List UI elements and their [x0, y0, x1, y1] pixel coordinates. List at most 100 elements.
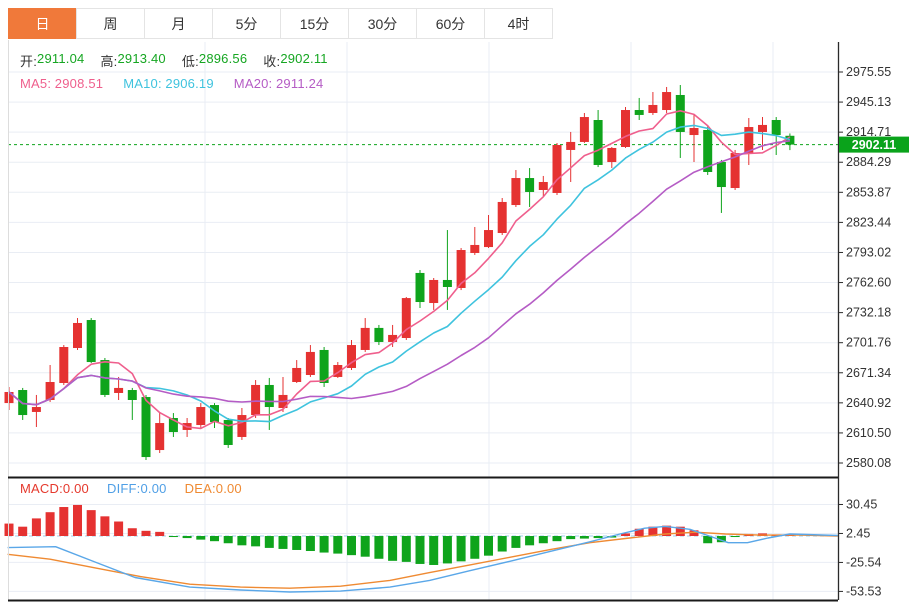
- candle-body: [703, 129, 713, 173]
- macd-bar: [552, 536, 562, 542]
- high-label: 高:: [100, 54, 118, 69]
- macd-value: 0.00: [62, 481, 89, 496]
- tab-timeframe-2[interactable]: 月: [144, 8, 213, 39]
- candle-body: [552, 145, 562, 193]
- candle-body: [621, 110, 630, 147]
- dea-line: [7, 531, 838, 589]
- macd-bar: [648, 526, 658, 536]
- macd-bar: [155, 531, 165, 536]
- candle-body: [374, 327, 384, 342]
- macd-bar: [182, 536, 192, 539]
- macd-bar: [662, 525, 672, 536]
- candle-body: [758, 124, 767, 132]
- candle-body: [127, 390, 137, 401]
- y-axis-label: 2793.02: [846, 245, 891, 259]
- tab-timeframe-7[interactable]: 4时: [484, 8, 553, 39]
- macd-bar: [45, 512, 55, 536]
- macd-bar: [415, 536, 425, 564]
- macd-axis-label: 2.45: [846, 526, 870, 540]
- macd-bar: [484, 536, 493, 556]
- tab-timeframe-4[interactable]: 15分: [280, 8, 349, 39]
- candle-body: [456, 250, 466, 288]
- candle-body: [566, 141, 576, 150]
- macd-bar: [566, 536, 576, 540]
- tab-timeframe-3[interactable]: 5分: [212, 8, 281, 39]
- ma20-label: MA20:: [233, 76, 273, 91]
- macd-bar: [223, 536, 233, 544]
- macd-bar: [525, 536, 535, 546]
- macd-bar: [73, 504, 82, 536]
- tab-timeframe-6[interactable]: 60分: [416, 8, 485, 39]
- macd-bar: [333, 536, 343, 554]
- tab-timeframe-1[interactable]: 周: [76, 8, 145, 39]
- candle-body: [251, 384, 261, 416]
- macd-bar: [59, 507, 69, 536]
- macd-bar: [374, 536, 384, 559]
- candle-body: [264, 384, 274, 408]
- y-axis-label: 2732.18: [846, 306, 891, 320]
- macd-label: MACD:: [20, 481, 63, 496]
- low-value: 2896.56: [198, 51, 248, 66]
- macd-bar: [497, 536, 507, 552]
- macd-bar: [251, 536, 261, 547]
- candle-body: [771, 120, 781, 136]
- tab-timeframe-0[interactable]: 日: [8, 8, 77, 39]
- candle-body: [168, 417, 178, 433]
- candle-body: [388, 334, 398, 342]
- macd-bar: [634, 528, 644, 536]
- high-value: 2913.40: [117, 51, 166, 66]
- y-axis-label: 2762.60: [846, 276, 891, 290]
- ma10-label: MA10:: [123, 76, 162, 91]
- candle-body: [401, 298, 411, 339]
- last-price-badge: [839, 136, 909, 153]
- macd-bar: [127, 528, 137, 536]
- ma20-value: 2911.24: [276, 76, 324, 91]
- macd-bar: [689, 530, 699, 536]
- candle-body: [579, 117, 589, 142]
- macd-bar: [319, 536, 329, 553]
- y-axis-label: 2914.71: [846, 125, 891, 139]
- ohlc-row: 开: 2911.04 高: 2913.40 低: 2896.56 收: 2902.11: [20, 51, 328, 70]
- candle-body: [415, 272, 425, 303]
- y-axis-label: 2580.08: [846, 456, 891, 470]
- candle-body: [305, 351, 315, 375]
- macd-bar: [456, 536, 466, 562]
- macd-bar: [621, 533, 630, 536]
- macd-bar: [305, 536, 315, 552]
- tab-timeframe-5[interactable]: 30分: [348, 8, 417, 39]
- open-value: 2911.04: [37, 51, 85, 66]
- candle-body: [675, 94, 685, 132]
- y-axis-label: 2975.55: [846, 65, 891, 79]
- diff-value: 0.00: [140, 481, 167, 496]
- macd-axis-label: -53.53: [846, 584, 881, 598]
- macd-axis-label: 30.45: [846, 497, 877, 511]
- candle-body: [31, 407, 41, 412]
- low-label: 低:: [181, 54, 199, 69]
- close-value: 2902.11: [280, 51, 328, 66]
- macd-bar: [593, 536, 603, 539]
- candle-body: [484, 230, 493, 248]
- macd-bar: [429, 536, 439, 565]
- candle-body: [141, 397, 151, 458]
- candle-body: [59, 347, 69, 383]
- candle-body: [223, 419, 233, 445]
- macd-bar: [579, 536, 589, 539]
- y-axis-label: 2853.87: [846, 185, 891, 199]
- y-axis-label: 2640.92: [846, 396, 891, 410]
- candle-body: [155, 423, 165, 451]
- macd-bar: [141, 530, 151, 536]
- candle-body: [86, 320, 96, 363]
- dea-label: DEA:: [184, 481, 216, 496]
- ma-line-ma5: [8, 110, 791, 430]
- macd-bar: [360, 536, 370, 557]
- macd-bar: [237, 536, 247, 546]
- y-axis-label: 2610.50: [846, 426, 891, 440]
- candle-body: [607, 147, 617, 163]
- macd-bar: [292, 536, 302, 550]
- diff-line: [7, 525, 838, 593]
- y-axis-label: 2823.44: [846, 215, 891, 229]
- candle-body: [442, 279, 452, 287]
- candle-body: [730, 153, 740, 189]
- ma10-value: 2906.19: [165, 76, 214, 91]
